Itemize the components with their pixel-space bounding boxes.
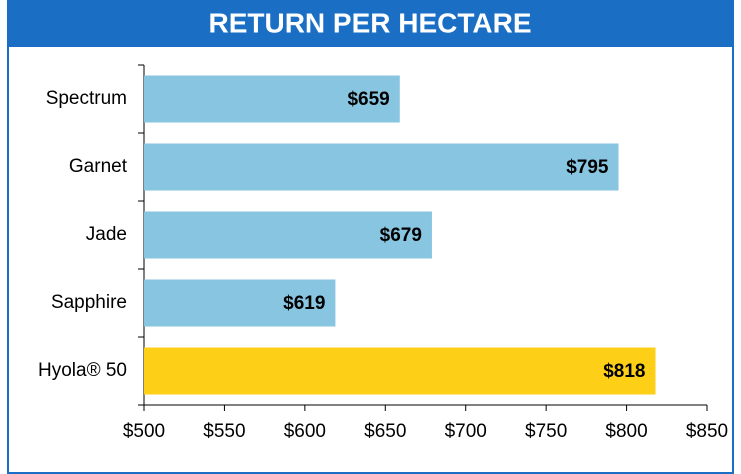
x-tick-label: $550: [203, 421, 245, 442]
x-tick-label: $500: [123, 421, 165, 442]
value-label: $795: [566, 157, 609, 178]
bar: [144, 347, 656, 395]
y-tick-label: Hyola® 50: [38, 360, 127, 381]
value-label: $818: [603, 361, 645, 382]
value-label: $679: [380, 225, 422, 246]
value-label: $619: [283, 293, 325, 314]
x-tick-label: $700: [445, 421, 487, 442]
x-tick-label: $750: [525, 421, 567, 442]
y-tick-label: Spectrum: [46, 88, 127, 109]
y-tick-label: Garnet: [69, 156, 128, 177]
value-label: $659: [347, 89, 389, 110]
x-tick-label: $800: [605, 421, 647, 442]
x-tick-label: $650: [364, 421, 406, 442]
chart-title: RETURN PER HECTARE: [208, 7, 531, 38]
y-tick-label: Sapphire: [51, 292, 127, 313]
bar: [144, 143, 619, 191]
title-bar: [8, 1, 733, 47]
y-tick-label: Jade: [86, 224, 127, 245]
bar: [144, 211, 432, 259]
x-tick-label: $850: [686, 421, 728, 442]
x-tick-label: $600: [284, 421, 326, 442]
bar: [144, 75, 400, 123]
bar: [144, 279, 336, 327]
